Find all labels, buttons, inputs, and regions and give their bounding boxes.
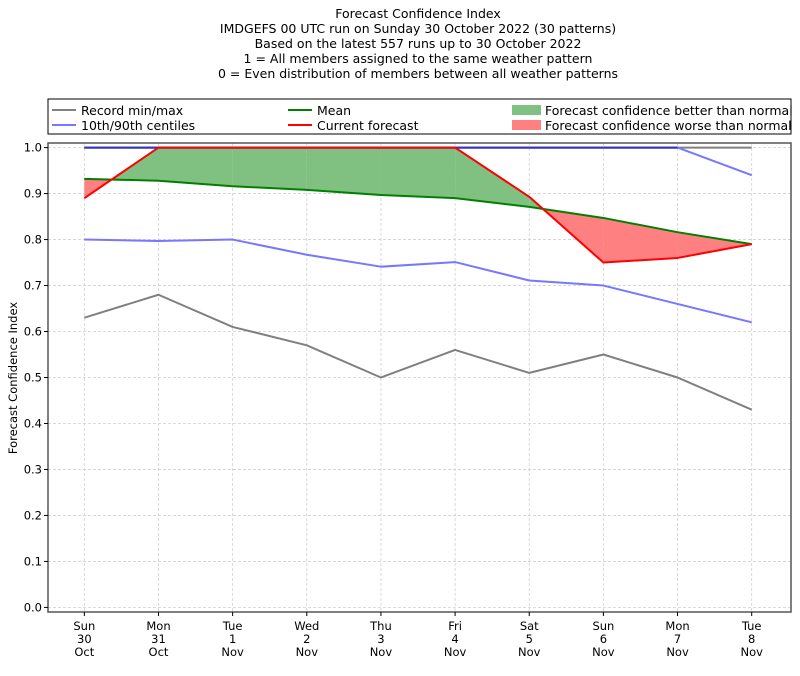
y-tick-label: 0.2 [24, 508, 42, 522]
x-tick-label: Tue [222, 619, 243, 633]
legend-label-centiles: 10th/90th centiles [81, 118, 195, 133]
x-tick-label: 4 [451, 632, 458, 646]
x-tick-label: 6 [600, 632, 607, 646]
chart-title-block: Forecast Confidence Index IMDGEFS 00 UTC… [218, 6, 618, 81]
x-tick-label: 30 [77, 632, 92, 646]
y-tick-label: 0.8 [24, 233, 42, 247]
legend-swatch-worse [512, 120, 541, 130]
x-tick-label: 2 [303, 632, 310, 646]
series-lines [83, 146, 753, 411]
legend-label-mean: Mean [317, 103, 351, 118]
chart-subtitle-1: IMDGEFS 00 UTC run on Sunday 30 October … [220, 21, 616, 36]
legend-label-worse: Forecast confidence worse than normal [545, 118, 792, 133]
x-tick-label: Tue [741, 619, 762, 633]
fill-better-than-normal [380, 147, 456, 199]
chart-subtitle-3: 1 = All members assigned to the same wea… [244, 51, 593, 66]
plot-area: 0.00.10.20.30.40.50.60.70.80.91.0 Sun30O… [24, 141, 792, 659]
x-axis-ticks: Sun30OctMon31OctTue1NovWed2NovThu3NovFri… [73, 612, 763, 659]
x-tick-label: Thu [369, 619, 392, 633]
x-tick-label: Mon [146, 619, 170, 633]
fill-better-than-normal [306, 147, 381, 195]
x-tick-label: Sun [73, 619, 95, 633]
line-record-min [84, 293, 753, 411]
y-tick-label: 1.0 [24, 141, 42, 155]
x-tick-label: Nov [666, 645, 689, 659]
x-tick-label: Oct [74, 645, 94, 659]
line-10th-centile [84, 238, 752, 324]
x-tick-label: Nov [370, 645, 393, 659]
y-tick-label: 0.9 [24, 187, 42, 201]
fill-better-than-normal [158, 147, 233, 187]
legend-frame [47, 98, 792, 135]
y-tick-label: 0.7 [24, 279, 42, 293]
x-tick-label: 7 [674, 632, 681, 646]
x-tick-label: 5 [526, 632, 533, 646]
x-tick-label: Nov [444, 645, 467, 659]
fill-worse-than-normal [677, 232, 752, 258]
x-tick-label: Nov [592, 645, 615, 659]
y-axis-label: Forecast Confidence Index [6, 302, 20, 454]
line-current-forecast [83, 146, 752, 264]
x-tick-label: Nov [518, 645, 541, 659]
y-tick-label: 0.4 [24, 416, 42, 430]
x-tick-label: Sat [520, 619, 539, 633]
line-mean [84, 177, 752, 246]
legend-label-record: Record min/max [81, 103, 183, 118]
y-tick-label: 0.3 [24, 462, 42, 476]
y-tick-label: 0.1 [24, 554, 42, 568]
y-tick-label: 0.0 [24, 600, 42, 614]
legend-label-current: Current forecast [317, 118, 419, 133]
chart-subtitle-2: Based on the latest 557 runs up to 30 Oc… [255, 36, 582, 51]
x-tick-label: Nov [296, 645, 319, 659]
x-tick-label: 31 [151, 632, 166, 646]
y-tick-label: 0.5 [24, 371, 42, 385]
x-tick-label: Mon [665, 619, 689, 633]
x-tick-label: Nov [740, 645, 763, 659]
fill-better-than-normal [455, 147, 530, 207]
x-tick-label: 3 [377, 632, 384, 646]
y-axis-ticks: 0.0 0.1 0.2 0.3 0.4 0.5 0.6 0.7 0.8 0.9 1.0 [24, 141, 48, 614]
x-tick-label: Wed [294, 619, 319, 633]
fill-better-than-normal [232, 147, 307, 190]
x-tick-label: 1 [229, 632, 236, 646]
y-tick-label: 0.6 [24, 325, 42, 339]
x-tick-label: Sun [592, 619, 614, 633]
legend-swatch-better [512, 105, 541, 115]
legend-label-better: Forecast confidence better than normal [545, 103, 793, 118]
x-tick-label: Oct [149, 645, 169, 659]
chart-subtitle-4: 0 = Even distribution of members between… [218, 66, 618, 81]
x-tick-label: 8 [748, 632, 755, 646]
legend: Record min/max 10th/90th centiles Mean C… [47, 98, 793, 135]
x-tick-label: Fri [448, 619, 462, 633]
x-tick-label: Nov [221, 645, 244, 659]
chart-title: Forecast Confidence Index [335, 6, 501, 21]
